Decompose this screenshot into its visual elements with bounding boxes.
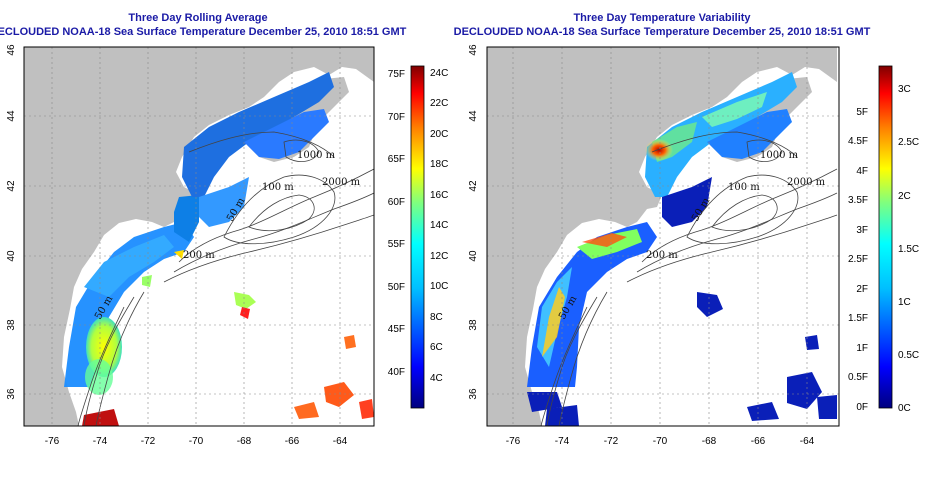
svg-text:70F: 70F: [388, 112, 405, 123]
svg-text:2000 m: 2000 m: [322, 177, 361, 188]
left-y-ticks: 36 38 40 42 44 46: [6, 44, 17, 400]
svg-text:38: 38: [468, 319, 479, 331]
svg-text:200 m: 200 m: [646, 250, 678, 261]
left-colorbar: 24C 22C 20C 18C 16C 14C 12C 10C 8C 6C 4C…: [388, 65, 448, 409]
svg-text:10C: 10C: [430, 281, 448, 292]
left-x-ticks: -76 -74 -72 -70 -68 -66 -64: [45, 436, 348, 447]
right-map-frame: [486, 46, 840, 427]
svg-text:-72: -72: [604, 436, 619, 447]
svg-text:-66: -66: [751, 436, 766, 447]
svg-text:3.5F: 3.5F: [848, 195, 868, 206]
svg-text:44: 44: [468, 110, 479, 122]
svg-text:-70: -70: [653, 436, 668, 447]
svg-text:-64: -64: [333, 436, 348, 447]
svg-text:0.5F: 0.5F: [848, 372, 868, 383]
svg-text:2.5C: 2.5C: [898, 137, 919, 148]
svg-text:36: 36: [6, 388, 17, 400]
svg-text:65F: 65F: [388, 154, 405, 165]
svg-text:40: 40: [6, 250, 17, 262]
svg-text:44: 44: [6, 110, 17, 122]
svg-text:42: 42: [6, 180, 17, 192]
svg-text:45F: 45F: [388, 324, 405, 335]
svg-text:4.5F: 4.5F: [848, 136, 868, 147]
svg-text:-76: -76: [506, 436, 521, 447]
svg-text:0C: 0C: [898, 403, 911, 414]
svg-text:75F: 75F: [388, 69, 405, 80]
left-colorbar-celsius-labels: 24C 22C 20C 18C 16C 14C 12C 10C 8C 6C 4C: [430, 68, 448, 384]
left-map-frame: [23, 46, 375, 427]
svg-text:46: 46: [468, 44, 479, 56]
svg-text:0F: 0F: [856, 402, 868, 413]
svg-text:40: 40: [468, 250, 479, 262]
svg-text:46: 46: [6, 44, 17, 56]
svg-text:3C: 3C: [898, 84, 911, 95]
svg-text:100 m: 100 m: [262, 182, 294, 193]
svg-text:8C: 8C: [430, 312, 443, 323]
svg-text:1000 m: 1000 m: [760, 150, 799, 161]
svg-text:-64: -64: [800, 436, 815, 447]
right-colorbar-fahrenheit-labels: 5F 4.5F 4F 3.5F 3F 2.5F 2F 1.5F 1F 0.5F …: [848, 107, 868, 413]
svg-text:40F: 40F: [388, 367, 405, 378]
svg-text:0.5C: 0.5C: [898, 350, 919, 361]
svg-text:55F: 55F: [388, 239, 405, 250]
right-offshore-patches: [545, 292, 837, 426]
svg-text:2000 m: 2000 m: [787, 177, 826, 188]
right-colorbar-gradient: [878, 65, 893, 409]
svg-text:60F: 60F: [388, 197, 405, 208]
left-colorbar-fahrenheit-labels: 75F 70F 65F 60F 55F 50F 45F 40F: [388, 69, 405, 378]
svg-text:36: 36: [468, 388, 479, 400]
svg-text:-66: -66: [285, 436, 300, 447]
svg-text:-70: -70: [189, 436, 204, 447]
svg-text:4F: 4F: [856, 166, 868, 177]
left-gridlines: [24, 47, 374, 426]
right-map-area[interactable]: 200 m 1000 m 2000 m 100 m 50 m 50 m: [487, 47, 839, 426]
svg-text:14C: 14C: [430, 220, 448, 231]
svg-text:4C: 4C: [430, 373, 443, 384]
svg-text:2C: 2C: [898, 191, 911, 202]
svg-text:12C: 12C: [430, 251, 448, 262]
svg-text:22C: 22C: [430, 98, 448, 109]
svg-text:200 m: 200 m: [183, 250, 215, 261]
left-map-title: Three Day Rolling Average: [128, 12, 267, 24]
right-x-ticks: -76 -74 -72 -70 -68 -66 -64: [506, 436, 815, 447]
right-map-panel: Three Day Temperature Variability DECLOU…: [454, 12, 919, 447]
right-colorbar-celsius-labels: 3C 2.5C 2C 1.5C 1C 0.5C 0C: [898, 84, 919, 414]
svg-text:1000 m: 1000 m: [297, 150, 336, 161]
svg-text:6C: 6C: [430, 342, 443, 353]
right-gridlines: [487, 47, 839, 426]
svg-text:-68: -68: [237, 436, 252, 447]
svg-text:-72: -72: [141, 436, 156, 447]
svg-text:3F: 3F: [856, 225, 868, 236]
svg-text:1F: 1F: [856, 343, 868, 354]
svg-text:24C: 24C: [430, 68, 448, 79]
svg-text:42: 42: [468, 180, 479, 192]
svg-text:2.5F: 2.5F: [848, 254, 868, 265]
svg-text:16C: 16C: [430, 190, 448, 201]
svg-text:38: 38: [6, 319, 17, 331]
svg-text:1.5F: 1.5F: [848, 313, 868, 324]
left-map-area[interactable]: 200 m 1000 m 2000 m 100 m 50 m 50 m: [24, 47, 374, 426]
svg-text:-74: -74: [93, 436, 108, 447]
svg-text:-74: -74: [555, 436, 570, 447]
svg-text:100 m: 100 m: [728, 182, 760, 193]
right-colorbar: 3C 2.5C 2C 1.5C 1C 0.5C 0C 5F 4.5F 4F 3.…: [848, 65, 919, 414]
svg-text:5F: 5F: [856, 107, 868, 118]
svg-text:1.5C: 1.5C: [898, 244, 919, 255]
svg-text:2F: 2F: [856, 284, 868, 295]
left-warm-patches: [82, 250, 374, 426]
svg-text:-68: -68: [702, 436, 717, 447]
left-map-subtitle: DECLOUDED NOAA-18 Sea Surface Temperatur…: [0, 26, 407, 38]
left-colorbar-gradient: [410, 65, 425, 409]
svg-text:20C: 20C: [430, 129, 448, 140]
right-map-title: Three Day Temperature Variability: [573, 12, 751, 24]
svg-text:50F: 50F: [388, 282, 405, 293]
right-y-ticks: 36 38 40 42 44 46: [468, 44, 479, 400]
right-map-subtitle: DECLOUDED NOAA-18 Sea Surface Temperatur…: [454, 26, 871, 38]
svg-text:1C: 1C: [898, 297, 911, 308]
svg-text:18C: 18C: [430, 159, 448, 170]
left-map-panel: Three Day Rolling Average DECLOUDED NOAA…: [0, 12, 448, 447]
svg-text:-76: -76: [45, 436, 60, 447]
